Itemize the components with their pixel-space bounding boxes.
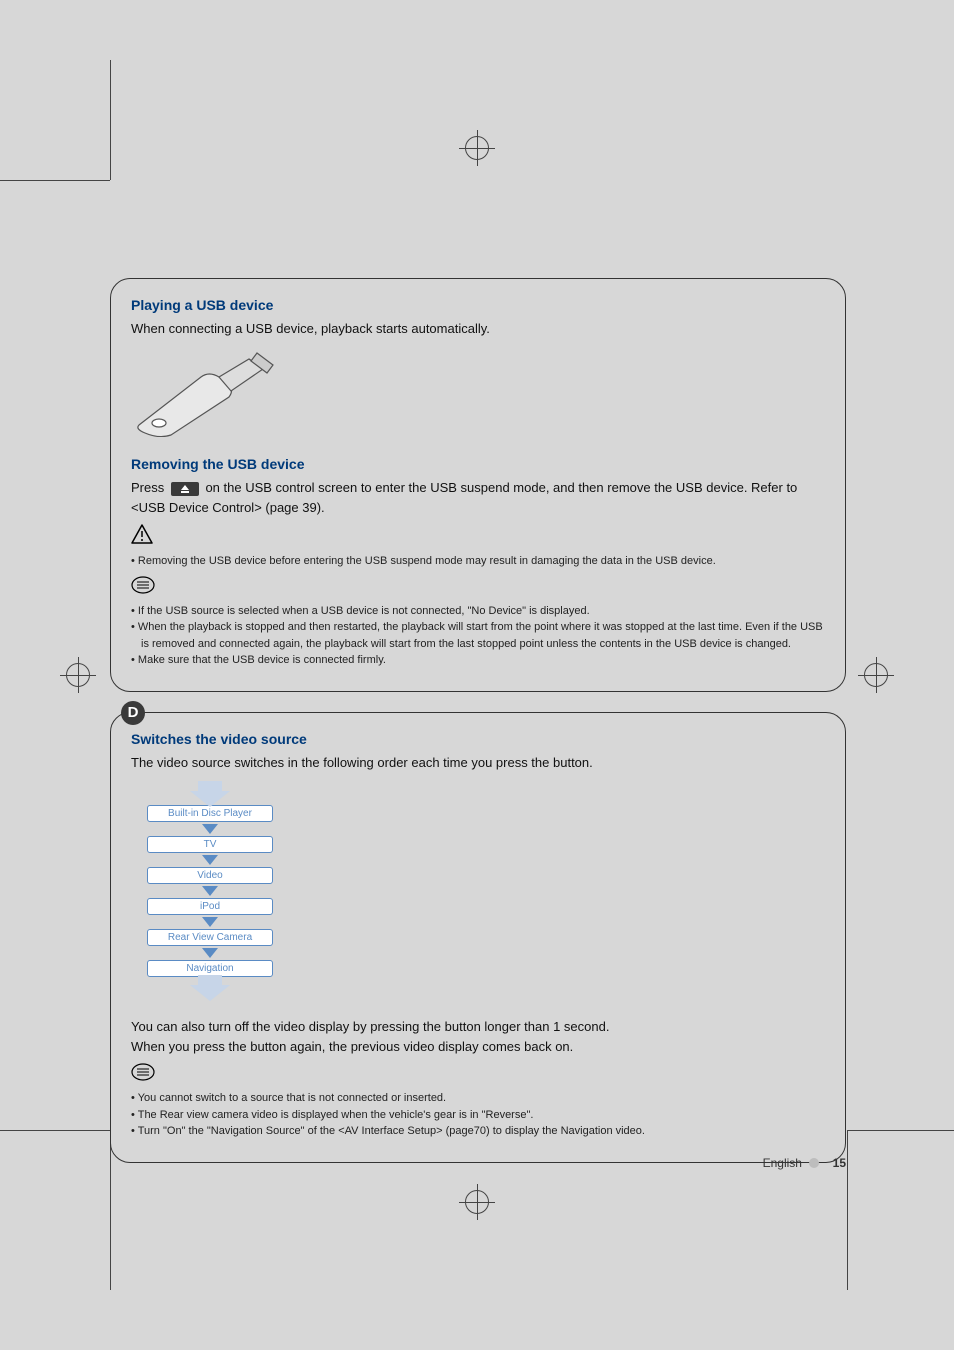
crop-line [0, 1130, 110, 1131]
text-removing-usb: Press on the USB control screen to enter… [131, 478, 825, 518]
flow-item: Video [147, 867, 273, 884]
eject-button-icon [171, 482, 199, 496]
section-badge-d: D [121, 701, 145, 725]
info-note: If the USB source is selected when a USB… [131, 603, 825, 620]
flow-arrow [147, 946, 273, 960]
registration-mark-left [60, 657, 96, 693]
flow-arrow [147, 822, 273, 836]
crop-line [0, 180, 110, 181]
flow-arrow-big [147, 783, 273, 805]
page-footer: English 15 [763, 1156, 846, 1170]
text-fragment: on the USB control screen to enter the U… [131, 480, 797, 515]
text-switch-intro: The video source switches in the followi… [131, 753, 825, 773]
flow-item: Rear View Camera [147, 929, 273, 946]
info-note: The Rear view camera video is displayed … [131, 1107, 825, 1124]
crop-line [847, 1130, 848, 1290]
usb-device-illustration [131, 347, 825, 442]
text-turnon: When you press the button again, the pre… [131, 1037, 825, 1057]
text-turnoff: You can also turn off the video display … [131, 1017, 825, 1037]
text-fragment: Press [131, 480, 168, 495]
registration-mark-right [858, 657, 894, 693]
page-content: Playing a USB device When connecting a U… [110, 60, 846, 1290]
section-usb: Playing a USB device When connecting a U… [110, 278, 846, 692]
flow-item: iPod [147, 898, 273, 915]
footer-page-number: 15 [833, 1156, 846, 1170]
footer-language: English [763, 1156, 802, 1170]
info-note: When the playback is stopped and then re… [131, 619, 825, 652]
warning-icon [131, 524, 825, 549]
video-source-flow: Built-in Disc Player TV Video iPod Rear … [147, 783, 273, 999]
heading-removing-usb: Removing the USB device [131, 456, 825, 472]
section-video-source: D Switches the video source The video so… [110, 712, 846, 1163]
info-note: You cannot switch to a source that is no… [131, 1090, 825, 1107]
info-note: Turn "On" the "Navigation Source" of the… [131, 1123, 825, 1140]
flow-arrow [147, 853, 273, 867]
info-note: Make sure that the USB device is connect… [131, 652, 825, 669]
flow-item: TV [147, 836, 273, 853]
footer-bullet-icon [809, 1158, 819, 1168]
flow-item: Built-in Disc Player [147, 805, 273, 822]
flow-arrow-big [147, 977, 273, 999]
heading-playing-usb: Playing a USB device [131, 297, 825, 313]
crop-line [848, 1130, 954, 1131]
flow-arrow [147, 884, 273, 898]
info-icon [131, 1063, 825, 1086]
heading-switch-video: Switches the video source [131, 731, 825, 747]
text-playing-usb: When connecting a USB device, playback s… [131, 319, 825, 339]
flow-arrow [147, 915, 273, 929]
info-icon [131, 576, 825, 599]
warning-note: Removing the USB device before entering … [131, 553, 825, 570]
